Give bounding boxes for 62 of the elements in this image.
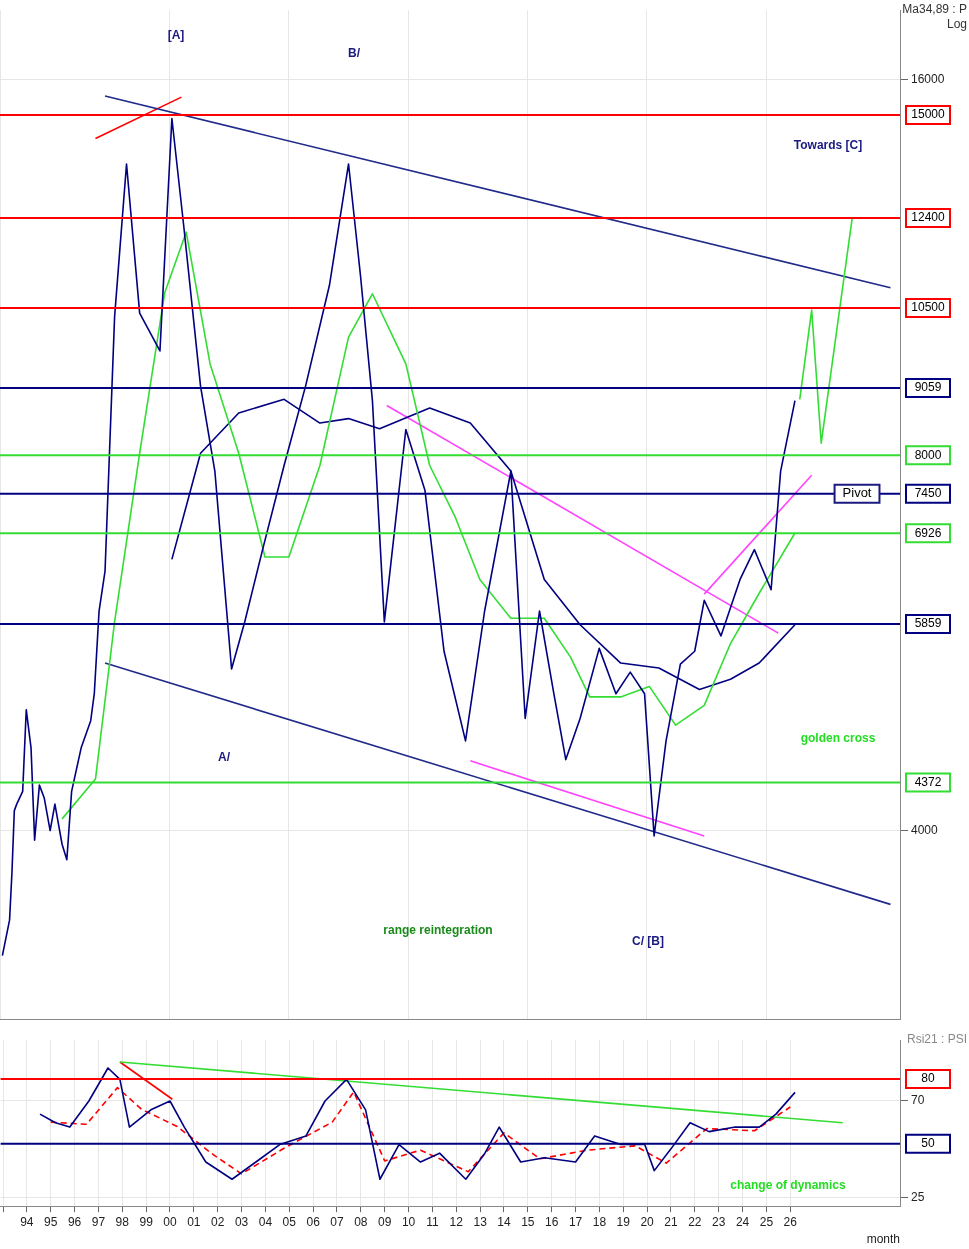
x-tick-label: 26 (783, 1214, 798, 1229)
x-tick-label: 20 (640, 1214, 655, 1229)
annotation: B/ (348, 46, 361, 61)
x-tick-label: 96 (67, 1214, 82, 1229)
x-tick-label: 22 (688, 1214, 702, 1229)
ref-line-label: 7450 (914, 486, 942, 501)
x-tick-label: 07 (330, 1214, 344, 1229)
annotation: A/ (218, 750, 231, 765)
x-axis-title: month (866, 1232, 900, 1247)
ref-line-label: 15000 (911, 107, 946, 122)
annotation: change of dynamics (730, 1178, 846, 1193)
x-tick-label: 05 (282, 1214, 297, 1229)
ref-line-label: 4372 (914, 774, 942, 789)
y-tick-label: 4000 (911, 822, 939, 837)
x-tick-label: 01 (187, 1214, 201, 1229)
annotation: [A] (167, 28, 185, 43)
ref-line-label: 9059 (914, 380, 942, 395)
x-tick-label: 94 (20, 1214, 34, 1229)
x-tick-label: 08 (354, 1214, 368, 1229)
x-tick-label: 04 (258, 1214, 273, 1229)
x-tick-label: 21 (664, 1214, 678, 1229)
annotation: golden cross (800, 731, 876, 746)
x-tick-label: 95 (44, 1214, 58, 1229)
x-tick-label: 18 (592, 1214, 607, 1229)
annotation: C/ [B] (632, 934, 664, 949)
y-tick-label: 16000 (911, 72, 945, 87)
x-tick-label: 10 (401, 1214, 416, 1229)
annotation: range reintegration (383, 923, 493, 938)
x-tick-label: 14 (497, 1214, 511, 1229)
x-tick-label: 24 (735, 1214, 750, 1229)
ref-line-label: 8000 (914, 447, 942, 462)
x-tick-label: 13 (473, 1214, 488, 1229)
x-tick-label: 98 (115, 1214, 130, 1229)
ref-line-label: 50 (921, 1135, 935, 1150)
annotation: Pivot (842, 485, 872, 501)
text: Rsi21 : PSI (906, 1032, 967, 1047)
line-series (49, 1086, 792, 1175)
x-tick-label: 06 (306, 1214, 321, 1229)
y-tick-label: 70 (911, 1092, 925, 1107)
x-tick-label: 99 (139, 1214, 154, 1229)
annotation: Towards [C] (793, 138, 863, 153)
x-tick-label: 17 (568, 1214, 583, 1229)
ref-line-label: 80 (921, 1071, 935, 1086)
x-tick-label: 23 (712, 1214, 726, 1229)
ref-line-label: 10500 (911, 300, 946, 315)
x-tick-label: 25 (759, 1214, 774, 1229)
x-tick-label: 00 (163, 1214, 177, 1229)
y-tick-label: 25 (911, 1189, 925, 1204)
text: Log (946, 17, 967, 32)
text: Ma34,89 : P (902, 2, 967, 17)
x-tick-label: 11 (426, 1214, 439, 1229)
x-tick-label: 15 (521, 1214, 535, 1229)
x-tick-label: 19 (616, 1214, 631, 1229)
x-tick-label: 09 (378, 1214, 392, 1229)
ref-line-label: 12400 (911, 210, 946, 225)
x-tick-label: 12 (449, 1214, 464, 1229)
ref-line-label: 6926 (914, 525, 942, 540)
x-tick-label: 02 (211, 1214, 225, 1229)
ref-line-label: 5859 (914, 616, 942, 631)
x-tick-label: 97 (91, 1214, 106, 1229)
x-tick-label: 16 (545, 1214, 559, 1229)
x-tick-label: 03 (234, 1214, 249, 1229)
